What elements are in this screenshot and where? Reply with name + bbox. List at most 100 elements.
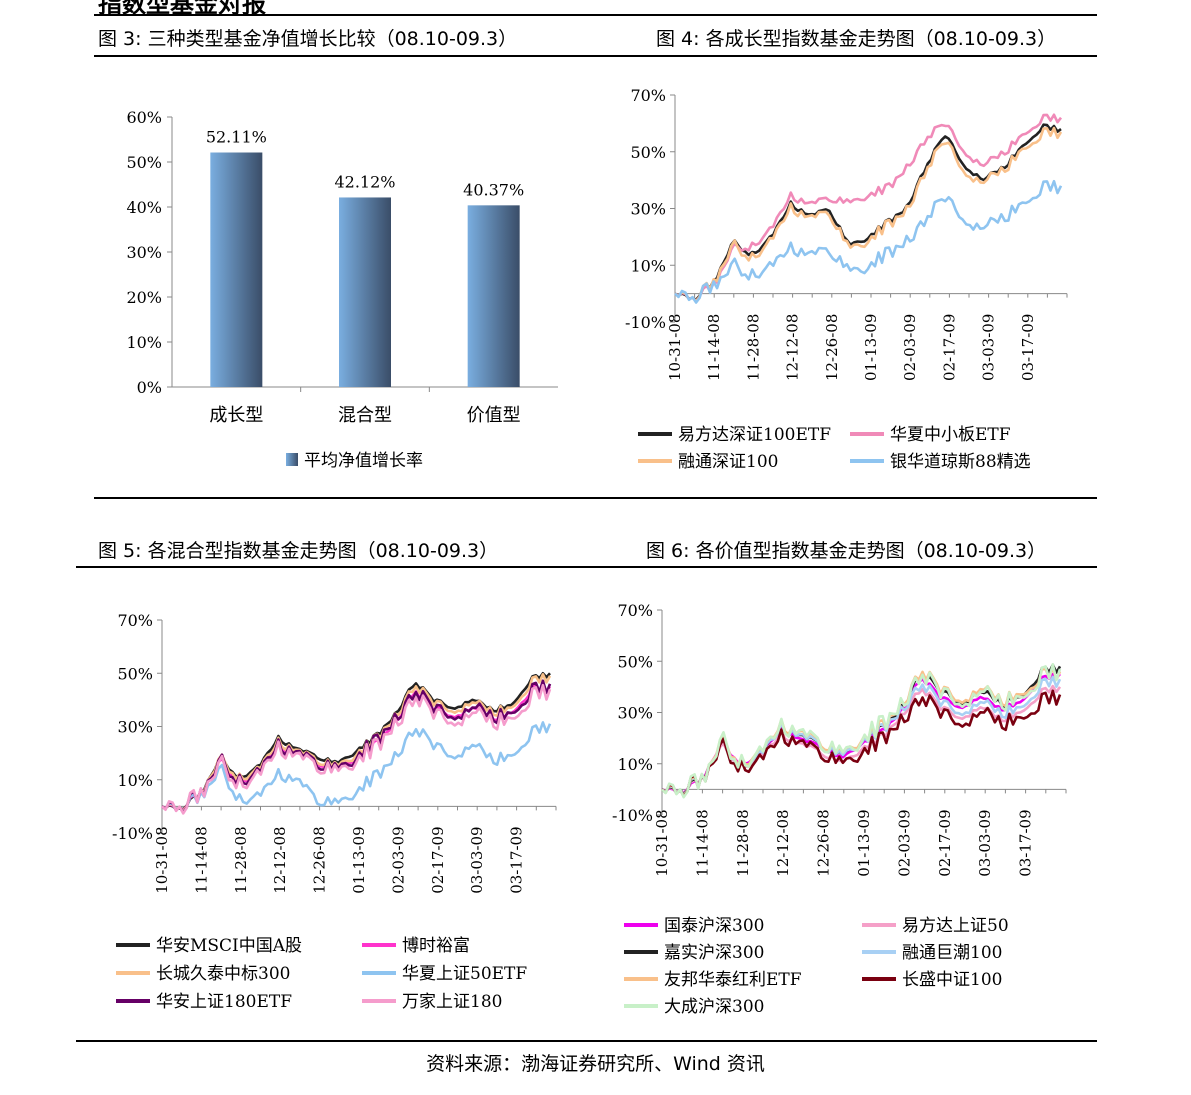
y-tick-label: 30%: [630, 200, 666, 219]
x-tick-label: 01-13-09: [862, 314, 880, 381]
rule-bottom: [76, 1040, 1097, 1042]
y-tick-label: 70%: [630, 86, 666, 105]
x-category-label: 价值型: [467, 405, 521, 426]
series-line: [674, 126, 1063, 303]
figure-3-caption: 图 3: 三种类型基金净值增长比较（08.10-09.3）: [98, 28, 518, 50]
legend-label: 华安MSCI中国A股: [156, 936, 302, 956]
legend-label: 友邦华泰红利ETF: [664, 970, 802, 990]
x-tick-label: 12-12-08: [784, 314, 802, 381]
legend-label: 国泰沪深300: [664, 916, 764, 936]
rule-mid: [94, 497, 1097, 499]
x-category-label: 混合型: [338, 405, 392, 426]
figure-3-bar-chart: 0% 10% 20% 30% 40% 50% 60% 52.11% 成长型 42.12% 混合型 40…: [126, 108, 558, 471]
figure-5-line-chart: -10% 10% 30% 50% 70% 10-31-08 11-14-08 11-28-08…: [112, 611, 557, 1012]
legend-label: 长城久泰中标300: [156, 964, 290, 984]
x-tick-label: 10-31-08: [666, 314, 684, 381]
x-tick-label: 02-03-09: [895, 809, 913, 876]
x-tick-label: 12-12-08: [271, 826, 289, 893]
rule-caption-row1: [94, 55, 1097, 57]
y-tick-label: 10%: [630, 256, 666, 275]
x-tick-label: 11-28-08: [232, 826, 250, 893]
legend-label: 银华道琼斯88精选: [890, 452, 1031, 472]
rule-top: [94, 14, 1097, 16]
y-tick-label: 40%: [126, 198, 162, 217]
figure-6-caption: 图 6: 各价值型指数基金走势图（08.10-09.3）: [646, 540, 1047, 562]
legend-label: 万家上证180: [402, 992, 502, 1012]
bar-data-label: 52.11%: [206, 128, 267, 147]
figure-4-line-chart: -10% 10% 30% 50% 70% 10-31-08 11-14-08 11-28-08…: [625, 86, 1068, 472]
rule-caption-row2: [76, 566, 1097, 568]
x-tick-label: 10-31-08: [653, 809, 671, 876]
figure-6-line-chart: -10% 10% 30% 50% 70% 10-31-08 11-14-08 11-28-08…: [612, 601, 1067, 1017]
y-tick-label: 30%: [617, 704, 653, 723]
x-tick-label: 03-03-09: [976, 809, 994, 876]
x-category-label: 成长型: [209, 405, 263, 426]
figure-5-caption: 图 5: 各混合型指数基金走势图（08.10-09.3）: [98, 540, 499, 562]
y-tick-label: -10%: [612, 806, 653, 825]
series-line: [161, 672, 551, 811]
legend-label: 大成沪深300: [664, 997, 764, 1017]
y-tick-label: -10%: [112, 824, 153, 843]
legend-label: 易方达深证100ETF: [678, 425, 831, 445]
y-tick-label: 50%: [126, 153, 162, 172]
x-tick-label: 03-17-09: [1019, 314, 1037, 381]
series-line: [161, 721, 552, 814]
y-tick-label: -10%: [625, 313, 666, 332]
legend-label: 嘉实沪深300: [664, 943, 764, 963]
legend-label: 易方达上证50: [902, 916, 1009, 936]
bar: [467, 205, 520, 387]
y-tick-label: 70%: [617, 601, 653, 620]
x-tick-label: 10-31-08: [153, 826, 171, 893]
series-line: [674, 113, 1063, 303]
legend-label: 长盛中证100: [902, 970, 1002, 990]
y-tick-label: 50%: [117, 664, 153, 683]
y-tick-label: 10%: [617, 755, 653, 774]
legend-label: 融通巨潮100: [902, 943, 1002, 963]
x-tick-label: 12-26-08: [823, 314, 841, 381]
y-tick-label: 50%: [630, 143, 666, 162]
y-tick-label: 70%: [117, 611, 153, 630]
x-tick-label: 11-14-08: [693, 809, 711, 876]
figure-4-caption: 图 4: 各成长型指数基金走势图（08.10-09.3）: [656, 28, 1057, 50]
y-tick-label: 20%: [126, 288, 162, 307]
x-tick-label: 12-26-08: [815, 809, 833, 876]
series-line: [661, 663, 1062, 799]
x-tick-label: 03-17-09: [1017, 809, 1035, 876]
x-tick-label: 01-13-09: [855, 809, 873, 876]
x-tick-label: 03-03-09: [980, 314, 998, 381]
x-tick-label: 02-17-09: [429, 826, 447, 893]
x-tick-label: 11-14-08: [705, 314, 723, 381]
y-tick-label: 0%: [137, 378, 162, 397]
bar-data-label: 40.37%: [463, 180, 524, 199]
series-line: [674, 123, 1062, 301]
series-line: [674, 179, 1063, 304]
series-line: [161, 673, 552, 813]
source-note: 资料来源：渤海证券研究所、Wind 资讯: [426, 1053, 765, 1075]
header-fragment: 指数型基金对报: [98, 0, 266, 18]
x-tick-label: 02-17-09: [940, 314, 958, 381]
x-tick-label: 02-03-09: [901, 314, 919, 381]
y-tick-label: 10%: [117, 771, 153, 790]
y-tick-label: 60%: [126, 108, 162, 127]
x-tick-label: 12-26-08: [311, 826, 329, 893]
legend-label: 华安上证180ETF: [156, 992, 292, 1012]
legend-label: 平均净值增长率: [304, 451, 423, 471]
x-tick-label: 11-28-08: [744, 314, 762, 381]
y-tick-label: 30%: [126, 243, 162, 262]
x-tick-label: 01-13-09: [350, 826, 368, 893]
x-tick-label: 11-28-08: [734, 809, 752, 876]
legend-label: 华夏中小板ETF: [890, 425, 1011, 445]
y-tick-label: 10%: [126, 333, 162, 352]
legend-label: 融通深证100: [678, 452, 778, 472]
series-line: [661, 663, 1062, 796]
legend-label: 博时裕富: [402, 936, 470, 956]
x-tick-label: 12-12-08: [774, 809, 792, 876]
y-tick-label: 50%: [617, 652, 653, 671]
series-line: [661, 666, 1062, 797]
legend-label: 华夏上证50ETF: [402, 964, 527, 984]
bar: [210, 152, 263, 387]
x-tick-label: 02-03-09: [389, 826, 407, 893]
x-tick-label: 11-14-08: [192, 826, 210, 893]
x-tick-label: 03-03-09: [468, 826, 486, 893]
x-tick-label: 02-17-09: [936, 809, 954, 876]
